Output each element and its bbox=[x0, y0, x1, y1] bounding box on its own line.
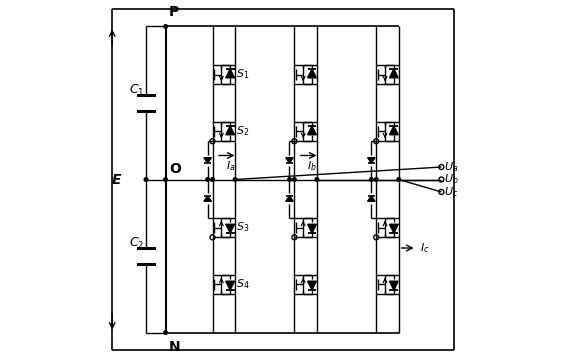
Circle shape bbox=[233, 178, 237, 181]
Circle shape bbox=[164, 331, 168, 334]
Text: $S_3$: $S_3$ bbox=[236, 221, 250, 234]
Circle shape bbox=[375, 178, 378, 181]
Polygon shape bbox=[226, 69, 234, 78]
Circle shape bbox=[144, 178, 148, 181]
Text: $S_4$: $S_4$ bbox=[236, 278, 250, 292]
Circle shape bbox=[315, 178, 319, 181]
Text: $S_1$: $S_1$ bbox=[236, 67, 249, 81]
Text: E: E bbox=[112, 173, 122, 186]
Polygon shape bbox=[389, 281, 398, 290]
Polygon shape bbox=[367, 158, 375, 163]
Text: $I_a$: $I_a$ bbox=[226, 159, 235, 173]
Text: $C_2$: $C_2$ bbox=[129, 236, 144, 251]
Polygon shape bbox=[307, 281, 316, 290]
Circle shape bbox=[288, 178, 291, 181]
Polygon shape bbox=[307, 126, 316, 135]
Polygon shape bbox=[367, 196, 375, 201]
Text: P: P bbox=[169, 5, 179, 19]
Text: $I_c$: $I_c$ bbox=[420, 241, 430, 255]
Circle shape bbox=[211, 178, 215, 181]
Circle shape bbox=[206, 178, 209, 181]
Circle shape bbox=[370, 178, 373, 181]
Polygon shape bbox=[389, 69, 398, 78]
Text: $U_b$: $U_b$ bbox=[444, 173, 459, 186]
Polygon shape bbox=[226, 126, 234, 135]
Text: $U_c$: $U_c$ bbox=[444, 185, 458, 199]
Polygon shape bbox=[286, 196, 293, 201]
Polygon shape bbox=[204, 158, 212, 163]
Polygon shape bbox=[307, 224, 316, 233]
Polygon shape bbox=[286, 158, 293, 163]
Text: $S_2$: $S_2$ bbox=[236, 125, 249, 138]
Text: O: O bbox=[169, 162, 181, 176]
Polygon shape bbox=[226, 281, 234, 290]
Circle shape bbox=[397, 178, 401, 181]
Circle shape bbox=[164, 25, 168, 28]
Polygon shape bbox=[389, 126, 398, 135]
Circle shape bbox=[164, 178, 168, 181]
Polygon shape bbox=[307, 69, 316, 78]
Text: $C_1$: $C_1$ bbox=[128, 83, 144, 98]
Polygon shape bbox=[226, 224, 234, 233]
Text: $I_b$: $I_b$ bbox=[307, 159, 317, 173]
Text: $U_a$: $U_a$ bbox=[444, 160, 458, 174]
Circle shape bbox=[293, 178, 296, 181]
Polygon shape bbox=[204, 196, 212, 201]
Polygon shape bbox=[389, 224, 398, 233]
Text: N: N bbox=[169, 340, 181, 354]
